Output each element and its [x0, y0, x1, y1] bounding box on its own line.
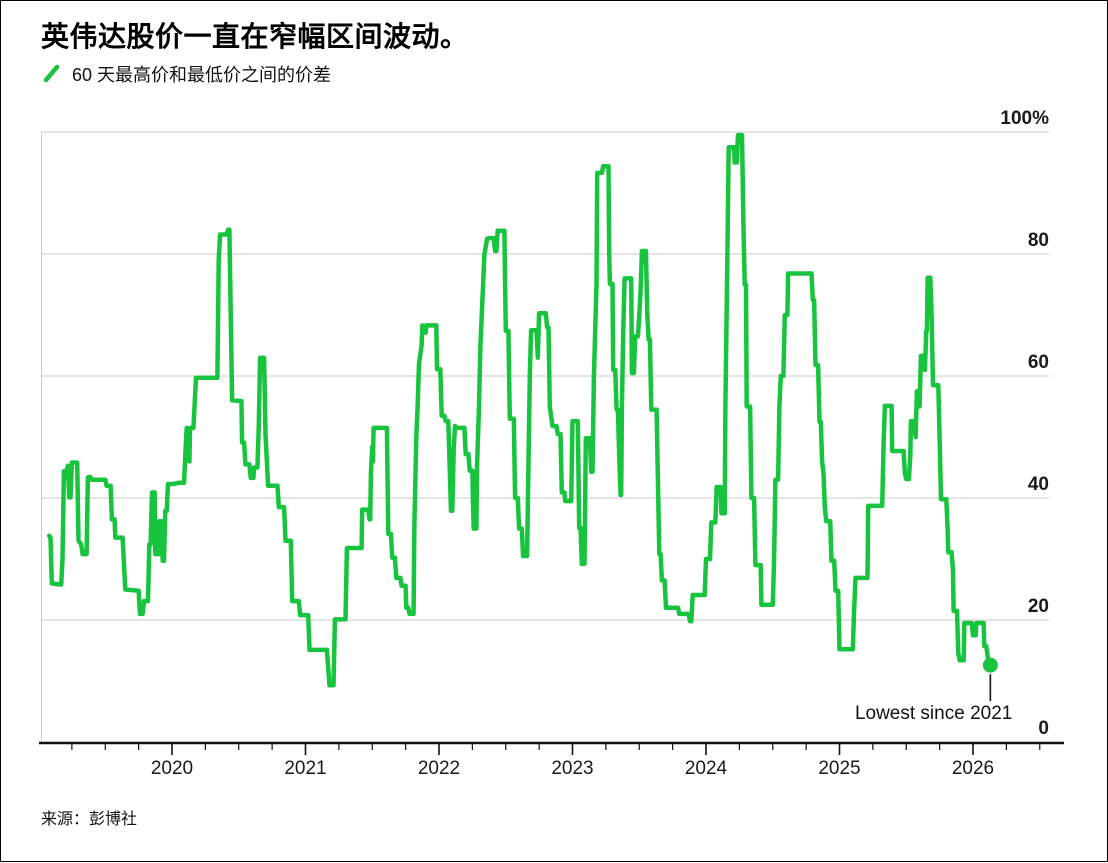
legend: 60 天最高价和最低价之间的价差	[43, 61, 331, 87]
trend-slash-icon	[43, 64, 60, 83]
source-label: 来源：彭博社	[41, 811, 138, 828]
x-axis-label: 2023	[551, 758, 593, 779]
y-axis-label: 80	[1028, 230, 1049, 251]
x-axis-label: 2024	[685, 758, 728, 779]
x-axis-label: 2022	[418, 758, 460, 779]
y-axis-label: 0	[1038, 718, 1049, 739]
y-axis-label: 60	[1028, 352, 1049, 373]
x-axis-label: 2021	[284, 758, 326, 779]
last-point-dot	[982, 657, 998, 673]
x-axis-label: 2026	[952, 758, 994, 779]
x-axis-label: 2020	[151, 758, 193, 779]
y-axis-label: 20	[1028, 596, 1049, 617]
legend-label: 60 天最高价和最低价之间的价差	[72, 65, 332, 85]
x-axis-label: 2025	[818, 758, 860, 779]
price-spread-line	[46, 132, 993, 688]
annotation-label: Lowest since 2021	[855, 703, 1012, 724]
y-axis-label: 40	[1028, 474, 1049, 495]
chart-title: 英伟达股价一直在窄幅区间波动。	[41, 21, 469, 52]
y-axis-label: 100%	[1000, 108, 1049, 129]
